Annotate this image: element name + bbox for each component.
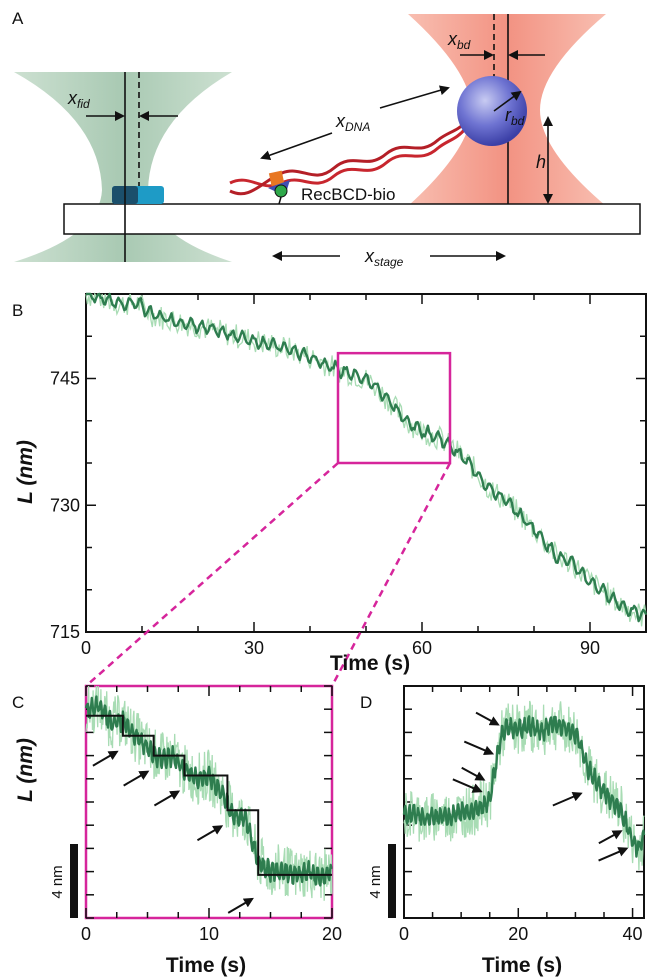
plot-c-scale-bar — [70, 844, 78, 918]
panel-b: B 0 30 60 90 715 730 745 Time (s) L (nm) — [12, 292, 648, 687]
recbcd-green — [274, 184, 288, 198]
plot-c-step-line — [86, 714, 332, 876]
plot-c-xlabel: Time (s) — [166, 954, 246, 977]
h-label: h — [536, 152, 546, 172]
recbcd-orange — [268, 170, 285, 187]
plot-d-ticks — [403, 685, 644, 919]
plot-b-xtick-label: 60 — [412, 638, 432, 658]
plot-d-step-arrow — [598, 830, 623, 845]
recbcd-label: RecBCD-bio — [301, 185, 395, 204]
plot-d-step-arrows — [452, 711, 629, 862]
plot-c-step-arrow — [123, 770, 150, 787]
plot-c-xtick-label: 0 — [81, 924, 91, 944]
plot-c-step-arrows — [92, 750, 254, 914]
plot-c-xtick-label: 10 — [199, 924, 219, 944]
plot-b-raw-line — [85, 292, 647, 627]
plot-b-filtered-line — [86, 292, 648, 623]
plot-c-filtered-line — [84, 695, 333, 887]
plot-b-xtick-label: 0 — [81, 638, 91, 658]
plot-b-xtick-label: 30 — [244, 638, 264, 658]
plot-d-xtick-label: 40 — [623, 924, 643, 944]
plot-c-ylabel: L (nm) — [14, 738, 37, 802]
panel-label-a: A — [12, 9, 24, 28]
x-dna-label: xDNA — [335, 111, 370, 134]
panel-a: A xfid xbd rbd h — [12, 9, 641, 269]
plot-d-step-arrow — [452, 778, 483, 793]
x-fid-label: xfid — [67, 88, 90, 111]
zoom-line-right — [330, 462, 452, 687]
plot-c-tick-labels: 0 10 20 — [81, 924, 342, 944]
plot-c-raw-line — [85, 685, 333, 901]
plot-b-raw-trace — [85, 292, 647, 627]
zoom-box — [336, 351, 452, 465]
plot-d-filtered-line — [402, 715, 646, 858]
plot-d-step-arrow — [475, 711, 500, 726]
plot-c-step-arrow — [196, 825, 224, 842]
trapped-bead — [457, 76, 527, 146]
plot-d-filtered-trace — [402, 715, 646, 858]
x-dna-arrow-left — [260, 132, 333, 161]
plot-c-step-arrow — [153, 790, 181, 807]
plot-d-scale-label: 4 nm — [367, 865, 384, 898]
plot-d-xtick-label: 0 — [399, 924, 409, 944]
plot-d-scale-bar — [388, 844, 396, 918]
plot-b-ticks — [85, 293, 647, 633]
biotin-link — [278, 196, 282, 205]
panel-label-b: B — [12, 301, 23, 320]
plot-c-filtered-trace — [84, 695, 333, 887]
plot-d-step-arrow — [598, 847, 629, 862]
plot-c-xtick-label: 20 — [322, 924, 342, 944]
plot-c-step-arrow — [92, 750, 119, 767]
x-dna-arrow-right — [379, 85, 450, 109]
plot-c-raw-trace — [85, 685, 333, 901]
x-stage-label: xstage — [364, 246, 404, 269]
zoom-line-left — [85, 462, 339, 687]
plot-b-xlabel: Time (s) — [330, 652, 410, 675]
plot-b-ylabel: L (nm) — [14, 440, 37, 504]
plot-c-step-arrow — [227, 897, 254, 914]
r-bd-label: rbd — [505, 105, 525, 128]
plot-b-ytick-label: 715 — [50, 622, 80, 642]
stage-slab — [63, 203, 641, 235]
x-bd-label: xbd — [447, 29, 471, 52]
fiducial-beam — [14, 72, 232, 262]
plot-d-xlabel: Time (s) — [482, 954, 562, 977]
plot-b-ytick-label: 730 — [50, 495, 80, 515]
panel-label-c: C — [12, 693, 24, 712]
plot-d-tick-labels: 0 20 40 — [399, 924, 643, 944]
plot-b-tick-labels: 0 30 60 90 715 730 745 — [50, 369, 600, 659]
plot-c-scale-label: 4 nm — [49, 865, 66, 898]
plot-d-step-arrow — [552, 792, 583, 807]
panel-d: D 0 20 40 Time (s) 4 nm — [360, 685, 646, 977]
plot-d-xtick-label: 20 — [508, 924, 528, 944]
plot-b-ytick-label: 745 — [50, 369, 80, 389]
plot-b-xtick-label: 90 — [580, 638, 600, 658]
panel-label-d: D — [360, 693, 372, 712]
plot-d-step-arrow — [461, 766, 486, 781]
plot-d-step-arrow — [463, 740, 495, 756]
plot-c-step-fit — [86, 714, 332, 876]
r-bd-arrow — [493, 90, 522, 112]
panel-c: C 0 10 20 Time (s) L (nm) 4 nm — [12, 684, 342, 977]
plot-b-filtered-trace — [86, 292, 648, 623]
